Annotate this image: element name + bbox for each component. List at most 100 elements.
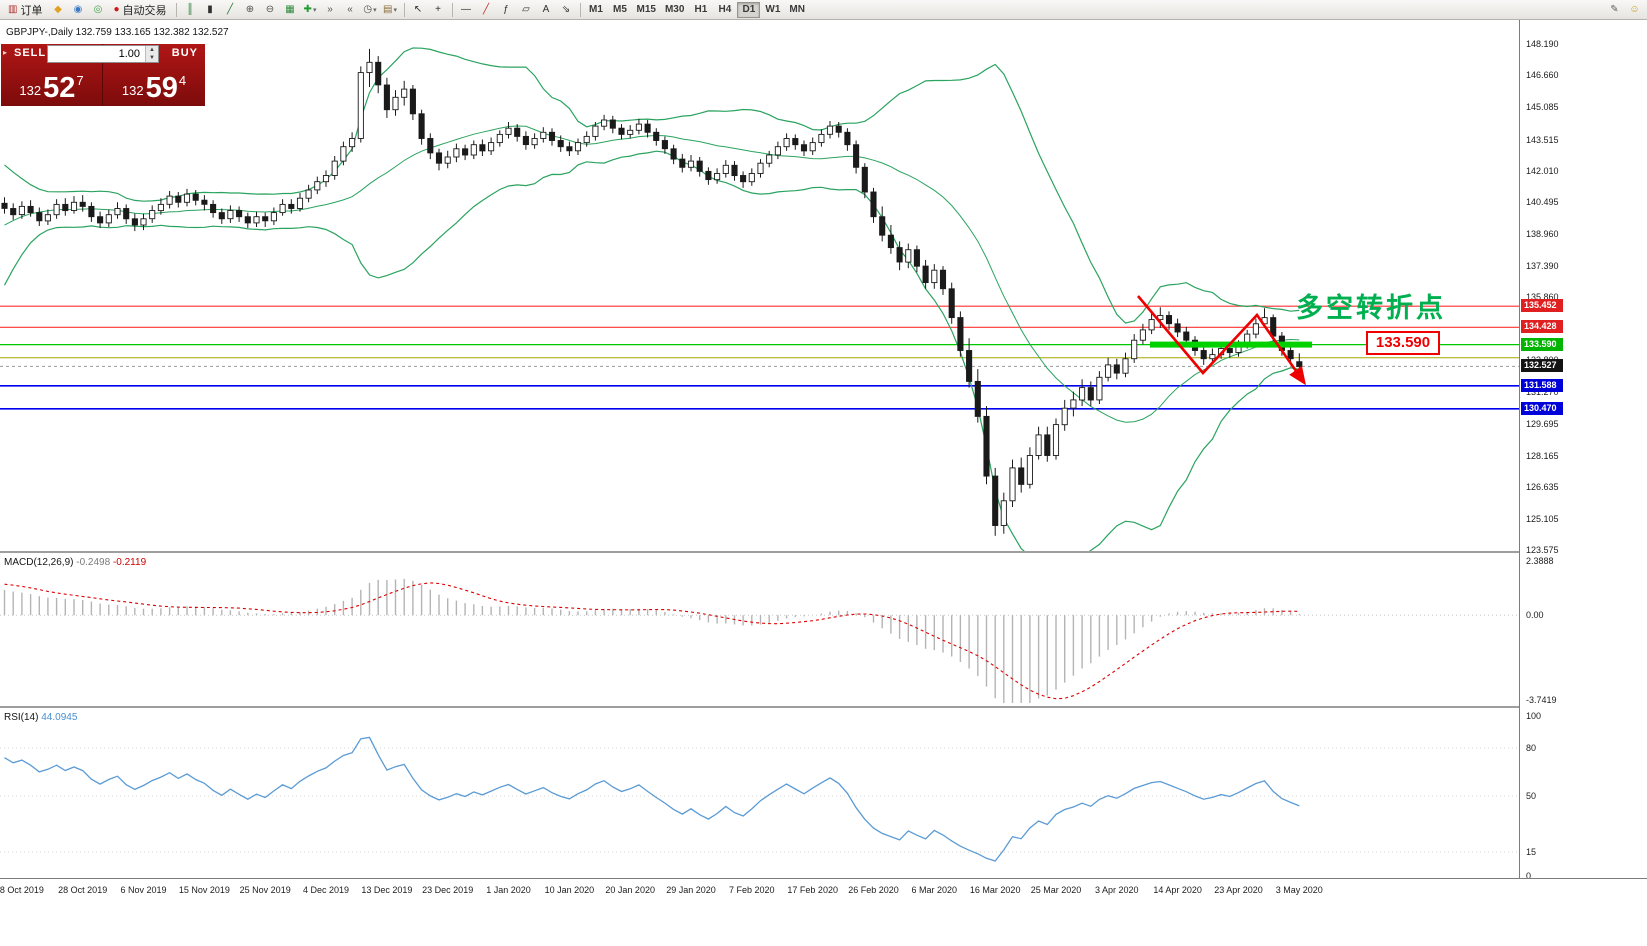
candle — [774, 146, 781, 156]
zoom-in-icon-glyph: ⊕ — [245, 4, 255, 15]
candle — [748, 173, 755, 183]
macd-indicator-label: MACD(12,26,9) -0.2498 -0.2119 — [4, 557, 146, 568]
buy-price-prefix: 132 — [121, 83, 144, 98]
candle — [462, 148, 469, 156]
volume-decrease-button[interactable]: ▼ — [146, 54, 158, 62]
new-order-button[interactable]: ▥ 订单 — [3, 1, 47, 18]
candle — [488, 142, 495, 152]
bar-chart-icon[interactable]: ║ — [181, 1, 200, 18]
community-icon[interactable]: ◎ — [88, 1, 107, 18]
candle — [175, 195, 182, 203]
chart-shift-icon[interactable]: « — [341, 1, 360, 18]
timeframe-m15-button[interactable]: M15 — [636, 4, 656, 15]
candle — [740, 175, 747, 183]
candle — [322, 175, 330, 183]
candle — [210, 203, 217, 214]
candle — [687, 160, 695, 168]
dropdown-arrow-icon: ▾ — [312, 6, 317, 14]
bollinger-upper-band — [4, 47, 1300, 324]
candle — [809, 142, 816, 152]
candle — [966, 350, 973, 382]
fibonacci-icon[interactable]: ƒ — [497, 1, 516, 18]
timeframe-m5-button[interactable]: M5 — [613, 4, 627, 15]
candle — [1087, 387, 1094, 401]
date-axis[interactable]: 8 Oct 2019 28 Oct 2019 6 Nov 2019 15 Nov 20… — [0, 878, 1647, 902]
zoom-out-icon-glyph: ⊖ — [265, 4, 275, 15]
candle — [722, 164, 729, 174]
sell-price-prefix: 132 — [19, 83, 42, 98]
timeframe-m30-button[interactable]: M30 — [664, 4, 685, 15]
candle — [705, 170, 712, 181]
macd-indicator-panel[interactable] — [0, 553, 1519, 706]
toolbar-separator — [579, 2, 581, 17]
buy-price-sup: 4 — [178, 73, 187, 88]
indicators-list-icon[interactable]: ✚ ▾ — [301, 1, 320, 18]
metaquotes-icon[interactable]: ◆ — [48, 1, 67, 18]
candle — [870, 191, 877, 218]
candle — [340, 146, 347, 162]
candle — [766, 154, 773, 164]
candle — [262, 216, 269, 222]
text-tool-icon-glyph: A — [542, 4, 550, 15]
timeframe-h4-button[interactable]: H4 — [718, 4, 732, 15]
candle — [53, 203, 60, 216]
candle — [279, 203, 286, 214]
candle — [1079, 387, 1086, 401]
timeframe-w1-button[interactable]: W1 — [765, 4, 781, 15]
profile-icon[interactable]: ◉ — [68, 1, 87, 18]
trendline-icon[interactable]: ╱ — [477, 1, 496, 18]
horizontal-line-icon-glyph: — — [461, 4, 471, 15]
line-chart-icon[interactable]: ╱ — [221, 1, 240, 18]
auto-scroll-icon[interactable]: » — [321, 1, 340, 18]
profile-icon-glyph: ◉ — [73, 4, 83, 15]
date-axis-label: 17 Feb 2020 — [787, 885, 838, 895]
timeframe-m1-button[interactable]: M1 — [589, 4, 603, 15]
candle — [105, 214, 112, 224]
shapes-icon-glyph: ▱ — [522, 4, 530, 15]
candle — [1113, 364, 1120, 374]
crosshair-icon[interactable]: + — [429, 1, 448, 18]
zoom-in-icon[interactable]: ⊕ — [241, 1, 260, 18]
buy-price: 132 59 4 — [103, 73, 205, 103]
candle — [44, 214, 51, 222]
volume-value[interactable]: 1.00 — [118, 48, 140, 60]
price-tag-130.470: 130.470 — [1521, 401, 1563, 415]
templates-icon[interactable]: ▤ ▾ — [381, 1, 400, 18]
rsi-indicator-panel[interactable] — [0, 708, 1519, 878]
dropdown-arrow-icon: ▾ — [393, 6, 397, 14]
zoom-out-icon[interactable]: ⊖ — [261, 1, 280, 18]
horizontal-line-icon[interactable]: — — [457, 1, 476, 18]
shapes-icon[interactable]: ▱ — [517, 1, 536, 18]
periods-icon[interactable]: ◷ ▾ — [361, 1, 380, 18]
candle — [418, 113, 425, 139]
arrow-objects-icon[interactable]: ⇘ — [557, 1, 576, 18]
price-axis[interactable]: 148.190 146.660 145.085 143.515 142.010 140.4… — [1519, 20, 1647, 880]
smiley-icon-glyph: ☺ — [1629, 4, 1640, 15]
timeframe-h1-button[interactable]: H1 — [694, 4, 708, 15]
panel-collapse-icon[interactable]: ▸ — [3, 48, 8, 57]
candle — [1122, 358, 1129, 374]
candle — [922, 265, 929, 284]
candle — [644, 123, 651, 133]
candle — [1044, 434, 1051, 456]
candle — [1226, 348, 1233, 354]
timeframe-d1-button[interactable]: D1 — [737, 1, 761, 18]
cursor-icon[interactable]: ↖ — [409, 1, 428, 18]
tile-windows-icon[interactable]: ▦ — [281, 1, 300, 18]
main-price-chart[interactable] — [0, 20, 1519, 551]
volume-increase-button[interactable]: ▲ — [146, 46, 158, 54]
candle — [1148, 319, 1155, 331]
volume-spinner[interactable]: 1.00 ▲ ▼ — [47, 45, 159, 63]
price-level-callout: 133.590 — [1366, 331, 1440, 355]
candle — [557, 140, 564, 148]
auto-scroll-icon-glyph: » — [327, 4, 333, 15]
text-tool-icon[interactable]: A — [537, 1, 556, 18]
pencil-icon[interactable]: ✎ — [1605, 1, 1624, 18]
autotrading-button[interactable]: ● 自动交易 — [108, 1, 171, 18]
candlestick-chart-icon[interactable]: ▮ — [201, 1, 220, 18]
smiley-icon[interactable]: ☺ — [1625, 1, 1644, 18]
candle — [853, 144, 860, 168]
date-axis-label: 23 Apr 2020 — [1214, 885, 1263, 895]
new-order-button-label: 订单 — [20, 4, 43, 17]
timeframe-mn-button[interactable]: MN — [789, 4, 805, 15]
